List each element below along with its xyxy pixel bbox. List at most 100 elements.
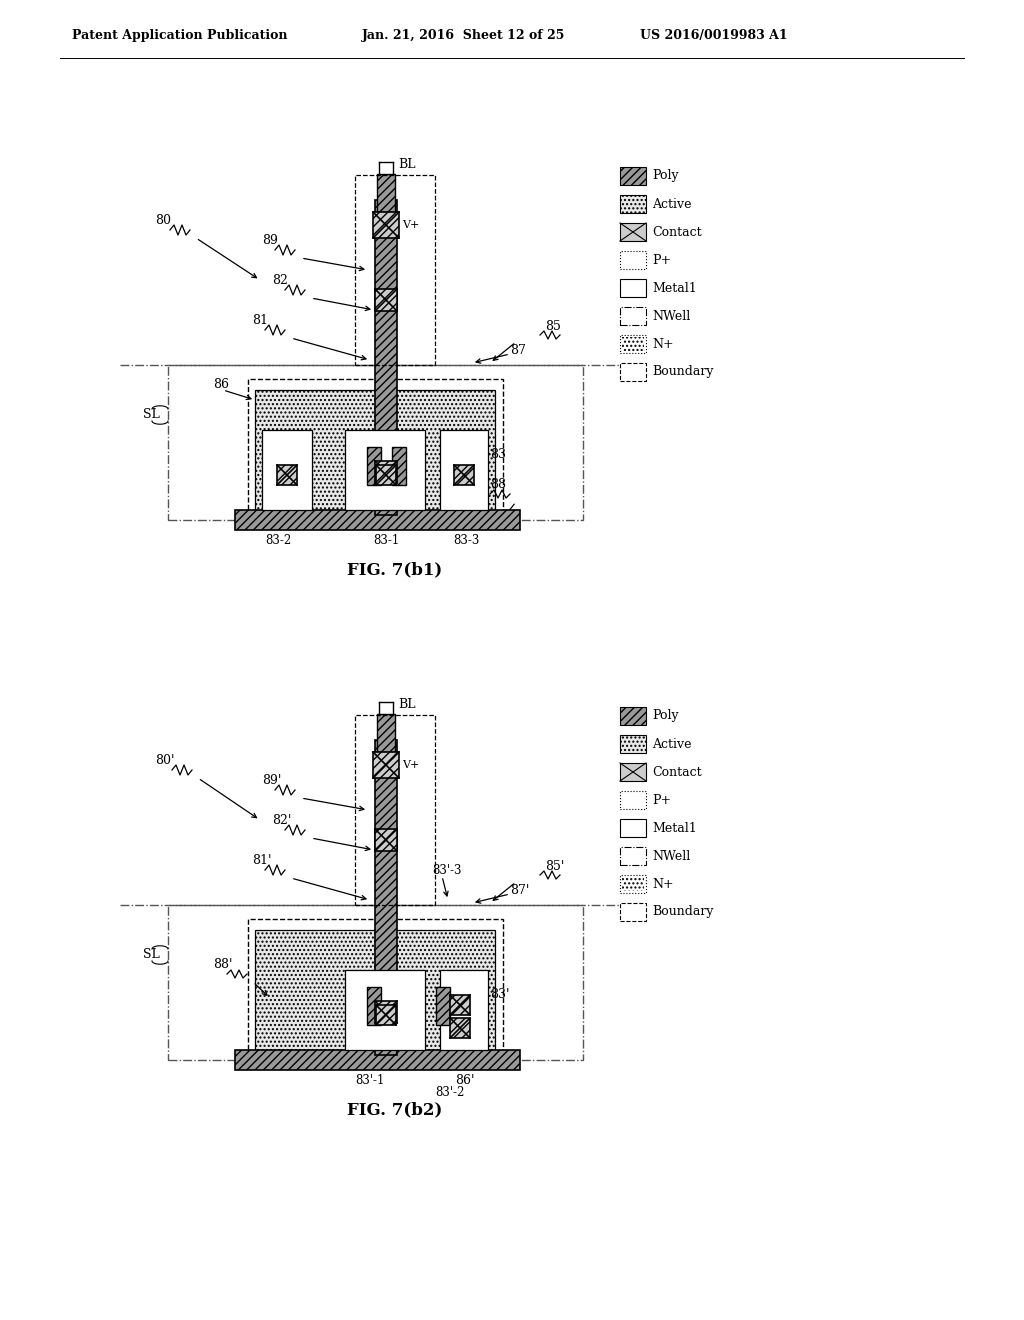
- Text: 88': 88': [213, 958, 232, 972]
- Text: 80: 80: [155, 214, 171, 227]
- Text: NWell: NWell: [652, 850, 690, 862]
- Bar: [622, 876, 644, 891]
- Text: 87: 87: [510, 343, 526, 356]
- Text: 82': 82': [272, 813, 292, 826]
- Bar: [620, 308, 646, 325]
- Text: Contact: Contact: [652, 766, 701, 779]
- Bar: [392, 447, 406, 484]
- Bar: [234, 510, 520, 531]
- Bar: [620, 168, 646, 185]
- Text: N: N: [400, 1007, 410, 1016]
- Bar: [450, 1018, 470, 1038]
- Text: V+: V+: [402, 220, 420, 230]
- Bar: [376, 465, 396, 484]
- Bar: [620, 791, 646, 809]
- Bar: [620, 279, 646, 297]
- Text: 83'-2: 83'-2: [435, 1085, 465, 1098]
- Text: 86: 86: [213, 379, 229, 392]
- Bar: [377, 714, 395, 752]
- Bar: [620, 195, 646, 213]
- Bar: [436, 987, 450, 1026]
- Bar: [450, 995, 470, 1015]
- Bar: [440, 970, 488, 1049]
- Text: Metal1: Metal1: [652, 821, 696, 834]
- Bar: [168, 906, 583, 1060]
- Text: 83-2: 83-2: [265, 533, 291, 546]
- Text: N+: N+: [652, 338, 674, 351]
- Bar: [355, 176, 435, 366]
- Text: 86': 86': [455, 1073, 474, 1086]
- Bar: [367, 987, 381, 1026]
- Text: 81': 81': [252, 854, 271, 866]
- Bar: [255, 931, 495, 1055]
- Text: 85: 85: [545, 321, 561, 334]
- Text: NWell: NWell: [652, 309, 690, 322]
- Text: 89: 89: [262, 234, 278, 247]
- Text: 83'-1: 83'-1: [355, 1073, 385, 1086]
- Bar: [234, 1049, 520, 1071]
- Bar: [620, 363, 646, 381]
- Text: Patent Application Publication: Patent Application Publication: [72, 29, 288, 41]
- Text: 80': 80': [155, 754, 174, 767]
- Bar: [376, 1005, 396, 1026]
- Text: 88: 88: [490, 479, 506, 491]
- Bar: [367, 447, 381, 484]
- Text: WLB: WLB: [237, 1055, 264, 1065]
- Text: Contact: Contact: [652, 226, 701, 239]
- Text: Poly: Poly: [652, 169, 679, 182]
- Text: US 2016/0019983 A1: US 2016/0019983 A1: [640, 29, 787, 41]
- Bar: [375, 289, 397, 312]
- Bar: [373, 213, 399, 238]
- Bar: [377, 174, 395, 213]
- Text: 83'-3: 83'-3: [432, 863, 462, 876]
- Bar: [355, 715, 435, 906]
- Bar: [620, 763, 646, 781]
- Bar: [620, 708, 646, 725]
- Bar: [620, 818, 646, 837]
- Bar: [375, 829, 397, 851]
- Text: 83': 83': [490, 989, 510, 1002]
- Text: Active: Active: [652, 738, 691, 751]
- Bar: [373, 752, 399, 777]
- Text: SL: SL: [143, 949, 160, 961]
- Bar: [620, 847, 646, 865]
- Text: 85': 85': [545, 861, 564, 874]
- Text: V+: V+: [402, 760, 420, 770]
- Text: P+: P+: [652, 793, 671, 807]
- Bar: [622, 337, 644, 351]
- Bar: [620, 735, 646, 752]
- Text: WLB: WLB: [237, 515, 264, 525]
- Text: P+: P+: [652, 253, 671, 267]
- Bar: [255, 389, 495, 515]
- Text: Poly: Poly: [652, 710, 679, 722]
- Bar: [620, 335, 646, 352]
- Bar: [248, 919, 503, 1064]
- Text: Jan. 21, 2016  Sheet 12 of 25: Jan. 21, 2016 Sheet 12 of 25: [362, 29, 565, 41]
- Bar: [375, 741, 397, 1055]
- Text: Metal1: Metal1: [652, 281, 696, 294]
- Text: SL: SL: [143, 408, 160, 421]
- Text: Boundary: Boundary: [652, 366, 714, 379]
- Bar: [620, 903, 646, 921]
- Bar: [345, 970, 425, 1049]
- Text: Active: Active: [652, 198, 691, 210]
- Text: 87': 87': [510, 883, 529, 896]
- Text: N: N: [400, 467, 410, 477]
- Bar: [620, 223, 646, 242]
- Text: BL: BL: [398, 698, 416, 711]
- Text: 83-1: 83-1: [373, 533, 399, 546]
- Text: 89': 89': [262, 774, 282, 787]
- Bar: [262, 430, 312, 510]
- Text: 83: 83: [490, 449, 506, 462]
- Bar: [440, 430, 488, 510]
- Bar: [620, 875, 646, 894]
- Bar: [454, 465, 474, 484]
- Text: FIG. 7(b2): FIG. 7(b2): [347, 1101, 442, 1118]
- Text: 82: 82: [272, 273, 288, 286]
- Text: N+: N+: [652, 878, 674, 891]
- Bar: [375, 461, 397, 483]
- Bar: [375, 1001, 397, 1023]
- Text: FIG. 7(b1): FIG. 7(b1): [347, 561, 442, 578]
- Bar: [278, 465, 297, 484]
- Text: BL: BL: [398, 158, 416, 172]
